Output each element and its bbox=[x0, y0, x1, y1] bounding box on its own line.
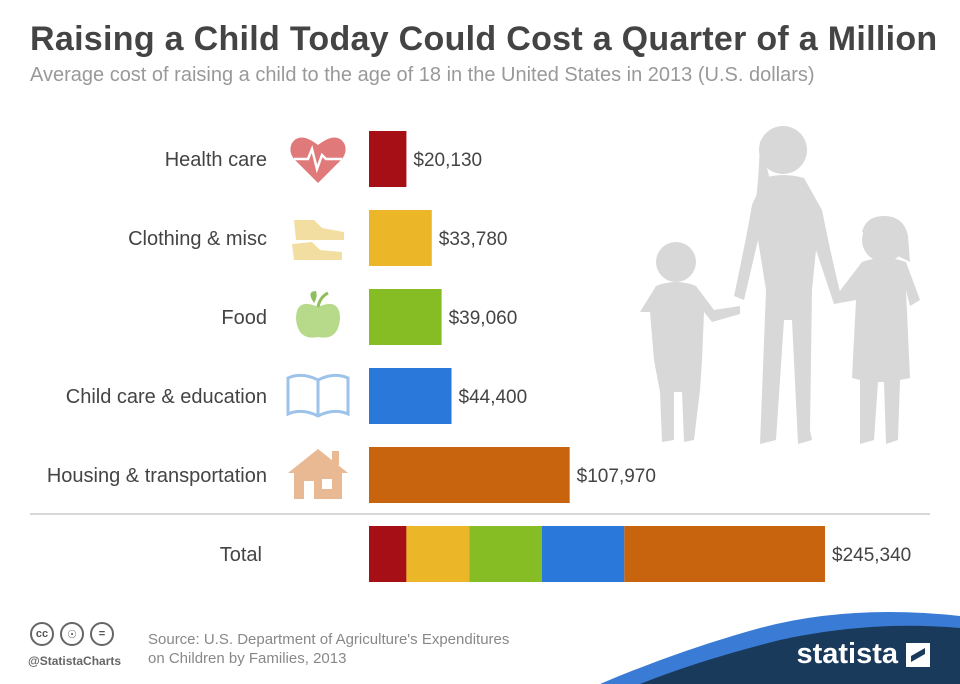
category-label: Housing & transportation bbox=[47, 465, 267, 487]
total-label: Total bbox=[220, 544, 262, 566]
source-note: Source: U.S. Department of Agriculture's… bbox=[148, 630, 568, 668]
cc-icon: cc bbox=[30, 622, 54, 646]
value-label: $44,400 bbox=[459, 387, 528, 408]
source-line-2: on Children by Families, 2013 bbox=[148, 650, 347, 667]
shoes-icon bbox=[292, 220, 344, 260]
source-line-1: Source: U.S. Department of Agriculture's… bbox=[148, 631, 510, 648]
statista-mark-icon bbox=[906, 642, 930, 667]
bar bbox=[369, 210, 432, 266]
category-row: Health care $20,130 bbox=[165, 131, 482, 187]
license-icons: cc ☉ = bbox=[30, 622, 114, 646]
house-icon bbox=[288, 449, 348, 499]
category-row: Child care & education $44,400 bbox=[66, 368, 527, 424]
value-label: $20,130 bbox=[413, 150, 482, 171]
footer-wave bbox=[640, 625, 960, 684]
nd-icon: = bbox=[90, 622, 114, 646]
category-row: Housing & transportation $107,970 bbox=[47, 447, 656, 503]
total-segment bbox=[624, 526, 825, 582]
brand-name: statista bbox=[796, 638, 898, 670]
total-row: Total $245,340 bbox=[220, 526, 911, 582]
statista-logo[interactable]: statista bbox=[796, 638, 930, 671]
bar bbox=[369, 289, 442, 345]
total-segment bbox=[469, 526, 542, 582]
value-label: $107,970 bbox=[577, 466, 656, 487]
bar bbox=[369, 447, 570, 503]
bar bbox=[369, 368, 452, 424]
category-label: Child care & education bbox=[66, 386, 267, 408]
value-label: $39,060 bbox=[449, 308, 518, 329]
total-segment bbox=[541, 526, 625, 582]
total-segment bbox=[369, 526, 407, 582]
category-label: Food bbox=[221, 307, 267, 329]
value-label: $33,780 bbox=[439, 229, 508, 250]
category-row: Clothing & misc $33,780 bbox=[128, 210, 507, 266]
category-row: Food $39,060 bbox=[221, 289, 517, 345]
twitter-handle: @StatistaCharts bbox=[28, 654, 122, 668]
apple-icon bbox=[296, 291, 340, 338]
family-silhouette-icon bbox=[640, 126, 920, 444]
heart-pulse-icon bbox=[290, 137, 346, 183]
chart-subtitle: Average cost of raising a child to the a… bbox=[30, 64, 815, 86]
chart-rows: Health care $20,130 Clothing & misc $33,780… bbox=[47, 131, 911, 582]
category-label: Health care bbox=[165, 149, 267, 171]
chart-title: Raising a Child Today Could Cost a Quart… bbox=[30, 20, 938, 58]
bar bbox=[369, 131, 407, 187]
total-segment bbox=[406, 526, 470, 582]
total-value-label: $245,340 bbox=[832, 545, 911, 566]
category-label: Clothing & misc bbox=[128, 228, 267, 250]
by-icon: ☉ bbox=[60, 622, 84, 646]
book-icon bbox=[286, 373, 350, 418]
